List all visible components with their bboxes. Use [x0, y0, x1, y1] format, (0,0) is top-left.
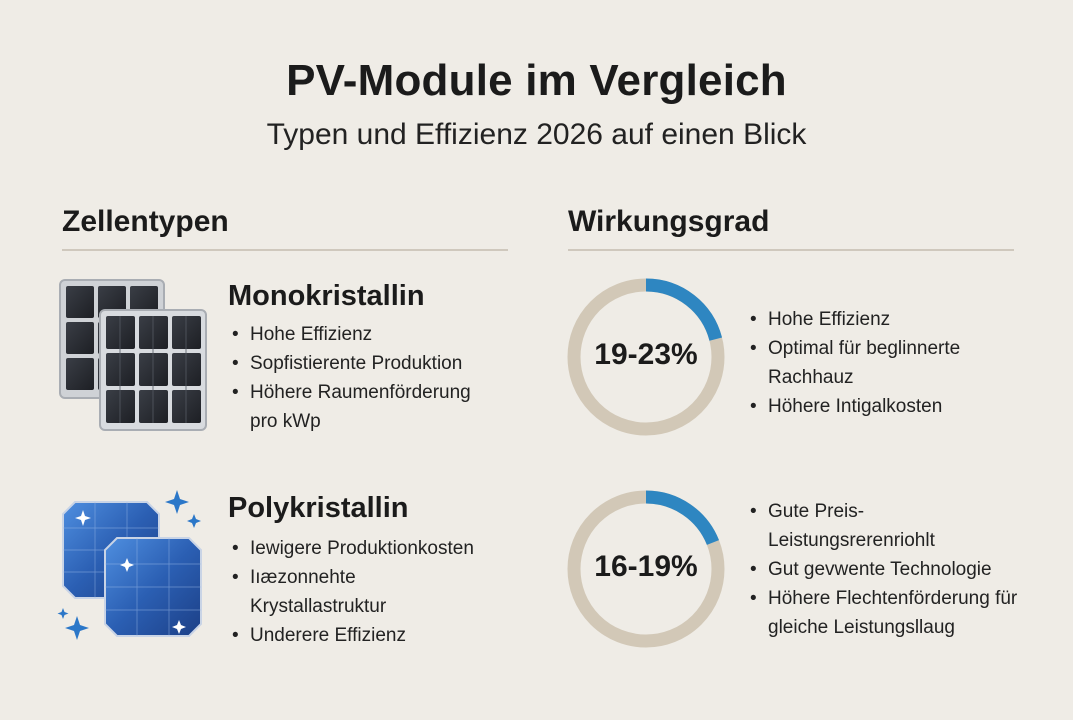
section-heading-efficiency: Wirkungsgrad [568, 205, 770, 238]
mono-feature-list: Hohe Effizienz Sopfistierente Produktion… [230, 320, 520, 436]
efficiency-value-poly: 16-19% [594, 550, 698, 583]
list-item: Hohe Effizienz [230, 320, 520, 349]
list-item: Gut gevwente Technologie [748, 555, 1048, 584]
type-name-mono: Monokristallin [228, 280, 425, 312]
efficiency-ring-mono [565, 276, 727, 443]
mono-efficiency-notes: Hohe Effizienz Optimal für beglinnerte R… [748, 305, 1038, 421]
efficiency-ring-poly [565, 488, 727, 655]
mono-solar-panel-icon [58, 278, 213, 438]
list-item: Sopfistierente Produktion [230, 349, 520, 378]
list-item: Underere Effizienz [230, 621, 530, 650]
poly-efficiency-notes: Gute Preis-Leistungsrerenriohlt Gut gevw… [748, 497, 1048, 642]
poly-solar-panel-icon [55, 488, 215, 653]
list-item: Iıæzonnehte Krystallastruktur [230, 563, 450, 621]
poly-feature-list: Iewigere Produktionkosten Iıæzonnehte Kr… [230, 534, 530, 650]
list-item: Höhere Raumenförderung pro kWp [230, 378, 500, 436]
type-name-poly: Polykristallin [228, 492, 409, 524]
list-item: Gute Preis-Leistungsrerenriohlt [748, 497, 968, 555]
ring-progress-arc [567, 278, 725, 436]
list-item: Höhere Intigalkosten [748, 392, 1038, 421]
ring-progress-arc [567, 490, 725, 648]
list-item: Iewigere Produktionkosten [230, 534, 530, 563]
section-divider-right [568, 249, 1014, 251]
efficiency-value-mono: 19-23% [594, 338, 698, 371]
section-heading-cell-types: Zellentypen [62, 205, 229, 238]
page-subtitle: Typen und Effizienz 2026 auf einen Blick [266, 118, 807, 151]
list-item: Optimal für beglinnerte Rachhauz [748, 334, 1018, 392]
list-item: Höhere Flechtenförderung für gleiche Lei… [748, 584, 1038, 642]
section-divider-left [62, 249, 508, 251]
page-title: PV-Module im Vergleich [286, 56, 787, 105]
list-item: Hohe Effizienz [748, 305, 1038, 334]
